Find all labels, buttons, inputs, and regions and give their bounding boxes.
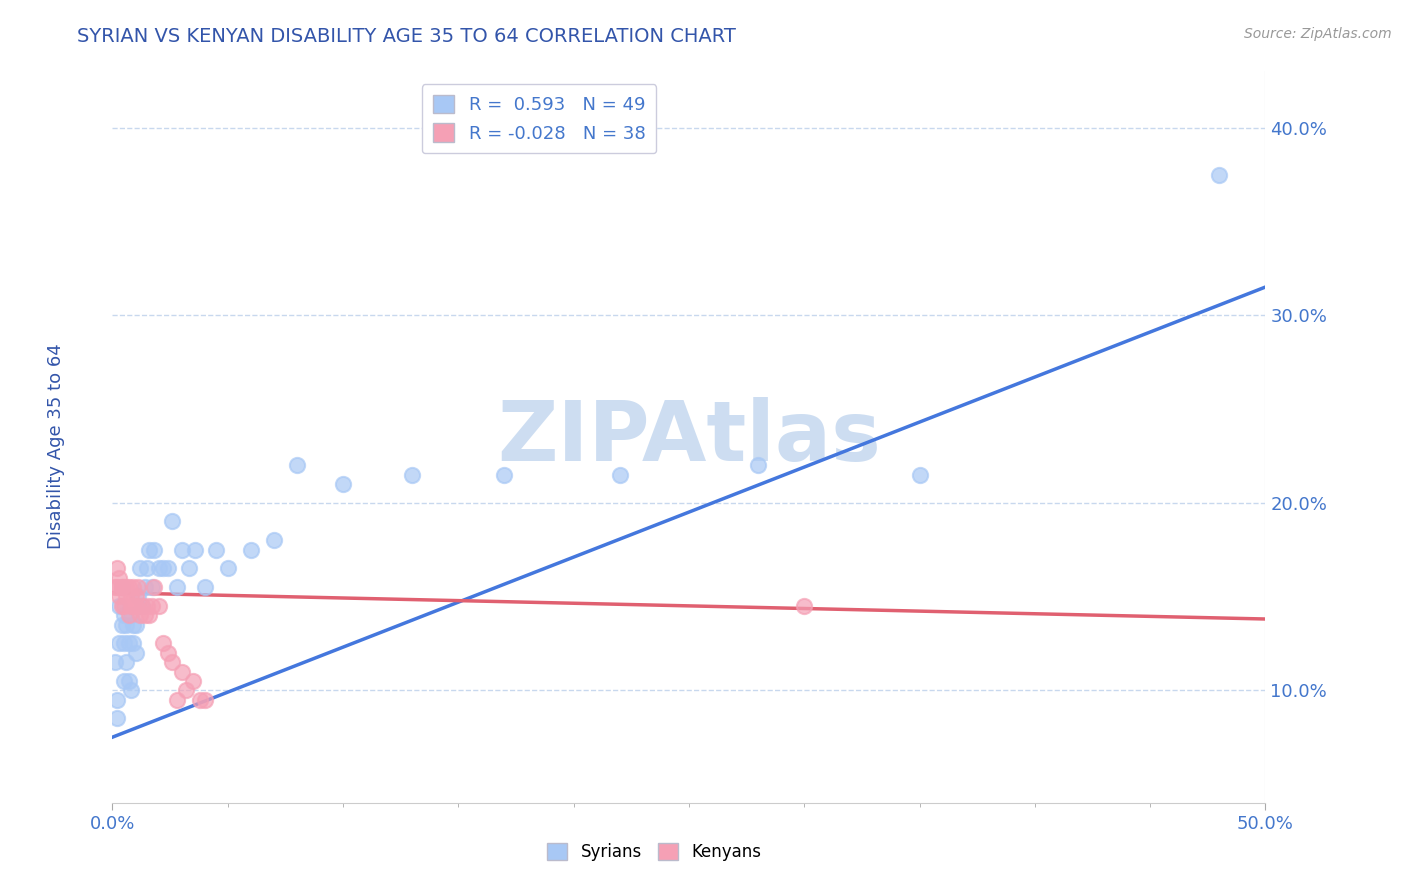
Point <box>134 608 156 623</box>
Point <box>112 636 135 650</box>
Point <box>217 561 239 575</box>
Point <box>112 599 135 613</box>
Point <box>108 599 131 613</box>
Point <box>120 599 142 613</box>
Point <box>115 655 138 669</box>
Point <box>115 590 138 604</box>
Point <box>111 580 134 594</box>
Point <box>181 673 204 688</box>
Point <box>1208 168 1230 182</box>
Point <box>156 561 179 575</box>
Point <box>105 692 128 706</box>
Point <box>120 683 142 698</box>
Point <box>115 580 138 594</box>
Point <box>152 561 174 575</box>
Point <box>609 467 631 482</box>
Point <box>188 692 211 706</box>
Point <box>122 580 145 594</box>
Point <box>148 599 170 613</box>
Point <box>122 636 145 650</box>
Point <box>152 636 174 650</box>
Point <box>184 542 207 557</box>
Point <box>127 580 149 594</box>
Point <box>127 590 149 604</box>
Point <box>129 561 152 575</box>
Text: SYRIAN VS KENYAN DISABILITY AGE 35 TO 64 CORRELATION CHART: SYRIAN VS KENYAN DISABILITY AGE 35 TO 64… <box>77 27 737 45</box>
Point <box>239 542 262 557</box>
Point <box>494 467 516 482</box>
Legend: Syrians, Kenyans: Syrians, Kenyans <box>540 836 768 868</box>
Point <box>105 561 128 575</box>
Point <box>131 599 153 613</box>
Point <box>166 580 188 594</box>
Point <box>141 599 163 613</box>
Point <box>162 515 184 529</box>
Point <box>205 542 228 557</box>
Point <box>112 608 135 623</box>
Point <box>177 561 200 575</box>
Point <box>104 580 127 594</box>
Point <box>134 580 156 594</box>
Point <box>124 599 146 613</box>
Text: Disability Age 35 to 64: Disability Age 35 to 64 <box>48 343 65 549</box>
Text: Source: ZipAtlas.com: Source: ZipAtlas.com <box>1244 27 1392 41</box>
Point <box>120 590 142 604</box>
Point <box>108 571 131 585</box>
Point <box>194 692 217 706</box>
Point <box>122 599 145 613</box>
Point <box>112 580 135 594</box>
Point <box>124 590 146 604</box>
Point <box>117 636 139 650</box>
Point <box>194 580 217 594</box>
Point <box>105 580 128 594</box>
Point <box>108 636 131 650</box>
Point <box>120 608 142 623</box>
Point <box>156 646 179 660</box>
Point <box>170 542 193 557</box>
Point <box>111 599 134 613</box>
Point <box>112 673 135 688</box>
Point <box>117 580 139 594</box>
Point <box>143 580 166 594</box>
Point <box>136 599 159 613</box>
Point <box>138 542 160 557</box>
Point <box>117 608 139 623</box>
Point <box>138 608 160 623</box>
Point <box>166 692 188 706</box>
Point <box>104 655 127 669</box>
Point <box>141 580 163 594</box>
Point <box>124 646 146 660</box>
Point <box>285 458 308 473</box>
Point <box>108 590 131 604</box>
Point <box>129 608 152 623</box>
Point <box>105 711 128 725</box>
Point <box>143 542 166 557</box>
Point <box>148 561 170 575</box>
Text: ZIPAtlas: ZIPAtlas <box>496 397 882 477</box>
Point <box>111 617 134 632</box>
Point <box>122 617 145 632</box>
Point <box>401 467 423 482</box>
Point <box>131 599 153 613</box>
Point <box>111 580 134 594</box>
Point <box>117 673 139 688</box>
Point <box>124 617 146 632</box>
Point <box>263 533 285 548</box>
Point <box>170 665 193 679</box>
Point <box>174 683 197 698</box>
Point <box>908 467 931 482</box>
Point <box>162 655 184 669</box>
Point <box>793 599 815 613</box>
Point <box>747 458 769 473</box>
Point <box>115 617 138 632</box>
Point <box>332 477 354 491</box>
Point <box>136 561 159 575</box>
